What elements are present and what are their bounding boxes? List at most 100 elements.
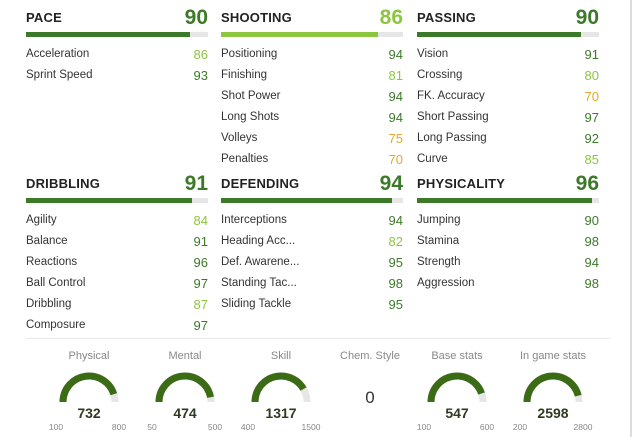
category-bar-fill <box>26 32 190 37</box>
gauge-max: 600 <box>479 422 495 432</box>
stat-label: Vision <box>417 48 449 60</box>
stat-row: Stamina 98 <box>417 233 599 254</box>
stat-label: Aggression <box>417 277 475 289</box>
stat-value: 85 <box>584 152 599 167</box>
stat-value: 86 <box>193 47 208 62</box>
stat-label: Reactions <box>26 256 78 268</box>
stat-row: Sprint Speed 93 <box>26 67 208 88</box>
stat-value: 82 <box>388 234 403 249</box>
category-shooting: SHOOTING 86 Positioning 94 Finishing 81 Shot… <box>221 2 403 172</box>
category-bar <box>417 32 599 37</box>
stat-value: 91 <box>584 47 599 62</box>
gauge: 1317 400 1500 <box>238 366 324 432</box>
category-header: PHYSICALITY 96 <box>417 168 599 196</box>
category-bar-fill <box>417 198 592 203</box>
stat-label: FK. Accuracy <box>417 90 485 102</box>
gauge-arc <box>155 372 215 403</box>
stat-row: Positioning 94 <box>221 46 403 67</box>
summary-title: In game stats <box>519 350 587 362</box>
stat-value: 81 <box>388 68 403 83</box>
gauge-max: 500 <box>207 422 223 432</box>
stat-row: Def. Awarene... 95 <box>221 254 403 275</box>
stat-label: Ball Control <box>26 277 86 289</box>
gauge-fill <box>427 372 485 403</box>
gauge-value: 732 <box>77 405 101 421</box>
stat-value: 98 <box>584 234 599 249</box>
stat-value: 75 <box>388 131 403 146</box>
stat-value: 94 <box>388 47 403 62</box>
stat-row: Ball Control 97 <box>26 275 208 296</box>
category-name: PACE <box>26 10 62 25</box>
stat-row: Interceptions 94 <box>221 212 403 233</box>
summary-physical: Physical 732 100 800 <box>46 350 132 432</box>
stat-row: Reactions 96 <box>26 254 208 275</box>
gauge: 2598 200 2800 <box>510 366 596 432</box>
gauge-max: 2800 <box>573 422 593 432</box>
category-score: 91 <box>184 172 208 195</box>
stat-value: 91 <box>193 234 208 249</box>
category-header: PACE 90 <box>26 2 208 30</box>
stat-row: Vision 91 <box>417 46 599 67</box>
gauge-value: 474 <box>173 405 197 421</box>
stat-label: Def. Awarene... <box>221 256 300 268</box>
stat-label: Dribbling <box>26 298 72 310</box>
category-defending: DEFENDING 94 Interceptions 94 Heading Acc.… <box>221 168 403 317</box>
stat-list: Acceleration 86 Sprint Speed 93 <box>26 46 208 88</box>
summary-title: Chem. Style <box>340 350 400 362</box>
category-score: 86 <box>379 6 403 29</box>
gauge-value: 547 <box>445 405 469 421</box>
category-header: PASSING 90 <box>417 2 599 30</box>
stat-value: 93 <box>193 68 208 83</box>
stat-row: Heading Acc... 82 <box>221 233 403 254</box>
gauge: 547 100 600 <box>414 366 500 432</box>
stat-row: Long Shots 94 <box>221 109 403 130</box>
gauge-max: 1500 <box>301 422 321 432</box>
stat-label: Interceptions <box>221 214 287 226</box>
stat-label: Strength <box>417 256 461 268</box>
category-header: DEFENDING 94 <box>221 168 403 196</box>
summary-title: Mental <box>168 350 202 362</box>
summary-mental: Mental 474 50 500 <box>142 350 228 432</box>
category-name: PHYSICALITY <box>417 176 506 191</box>
stat-value: 97 <box>193 276 208 291</box>
category-bar <box>221 32 403 37</box>
stat-row: Short Passing 97 <box>417 109 599 130</box>
summary-in-game-stats: In game stats 2598 200 2800 <box>510 350 596 432</box>
stat-list: Positioning 94 Finishing 81 Shot Power 94 Long… <box>221 46 403 172</box>
gauge: 474 50 500 <box>142 366 228 432</box>
stat-row: Acceleration 86 <box>26 46 208 67</box>
category-bar-fill <box>221 32 378 37</box>
stat-value: 94 <box>584 255 599 270</box>
stat-label: Composure <box>26 319 86 331</box>
gauge-min: 400 <box>240 422 256 432</box>
chem-style-value: 0 <box>365 388 375 407</box>
summary-title: Physical <box>68 350 110 362</box>
gauge-arc <box>59 372 119 403</box>
stat-value: 95 <box>388 297 403 312</box>
stat-list: Jumping 90 Stamina 98 Strength 94 Aggression 98 <box>417 212 599 296</box>
gauge-min: 50 <box>147 422 157 432</box>
category-score: 90 <box>184 6 208 29</box>
stat-value: 97 <box>193 318 208 333</box>
stat-label: Standing Tac... <box>221 277 297 289</box>
stat-label: Sprint Speed <box>26 69 93 81</box>
category-bar <box>221 198 403 203</box>
page-edge <box>630 0 632 437</box>
stat-label: Positioning <box>221 48 278 60</box>
category-score: 96 <box>575 172 599 195</box>
stat-row: Standing Tac... 98 <box>221 275 403 296</box>
stat-row: Shot Power 94 <box>221 88 403 109</box>
stat-row: Strength 94 <box>417 254 599 275</box>
gauge-arc <box>427 372 487 403</box>
stat-value: 94 <box>388 213 403 228</box>
gauge-arc <box>251 372 311 403</box>
stat-label: Penalties <box>221 153 269 165</box>
stat-row: Composure 97 <box>26 317 208 338</box>
stat-row: Balance 91 <box>26 233 208 254</box>
stat-value: 95 <box>388 255 403 270</box>
stat-value: 90 <box>584 213 599 228</box>
stat-row: Penalties 70 <box>221 151 403 172</box>
category-header: SHOOTING 86 <box>221 2 403 30</box>
stat-label: Heading Acc... <box>221 235 296 247</box>
stat-label: Stamina <box>417 235 460 247</box>
